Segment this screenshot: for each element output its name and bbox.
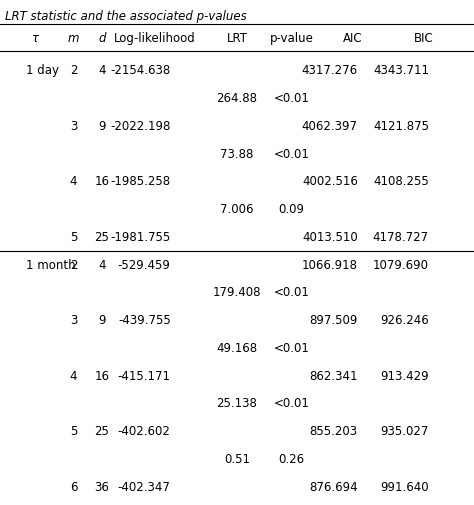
Text: m: m [68,32,79,45]
Text: 6: 6 [70,481,77,493]
Text: 1 day: 1 day [26,65,59,77]
Text: AIC: AIC [343,32,363,45]
Text: -439.755: -439.755 [118,314,171,327]
Text: BIC: BIC [414,32,434,45]
Text: <0.01: <0.01 [273,286,310,299]
Text: 0.26: 0.26 [278,453,305,466]
Text: 36: 36 [94,481,109,493]
Text: 2: 2 [70,259,77,272]
Text: 1 month: 1 month [26,259,76,272]
Text: 4002.516: 4002.516 [302,175,358,188]
Text: -1981.755: -1981.755 [110,231,171,244]
Text: 876.694: 876.694 [309,481,358,493]
Text: τ: τ [32,32,39,45]
Text: 264.88: 264.88 [217,92,257,105]
Text: 4121.875: 4121.875 [373,120,429,133]
Text: 4: 4 [98,65,106,77]
Text: 913.429: 913.429 [380,370,429,383]
Text: -1985.258: -1985.258 [110,175,171,188]
Text: -2022.198: -2022.198 [110,120,171,133]
Text: 4317.276: 4317.276 [302,65,358,77]
Text: 25: 25 [94,231,109,244]
Text: d: d [98,32,106,45]
Text: 16: 16 [94,175,109,188]
Text: 9: 9 [98,314,106,327]
Text: 4: 4 [70,175,77,188]
Text: 991.640: 991.640 [380,481,429,493]
Text: 855.203: 855.203 [310,425,358,438]
Text: <0.01: <0.01 [273,147,310,161]
Text: 3: 3 [70,120,77,133]
Text: 5: 5 [70,425,77,438]
Text: 1079.690: 1079.690 [373,259,429,272]
Text: LRT statistic and the associated p-values: LRT statistic and the associated p-value… [5,10,246,23]
Text: -415.171: -415.171 [118,370,171,383]
Text: 25.138: 25.138 [217,397,257,411]
Text: 9: 9 [98,120,106,133]
Text: <0.01: <0.01 [273,92,310,105]
Text: 935.027: 935.027 [381,425,429,438]
Text: LRT: LRT [227,32,247,45]
Text: 862.341: 862.341 [310,370,358,383]
Text: <0.01: <0.01 [273,342,310,355]
Text: 2: 2 [70,65,77,77]
Text: 16: 16 [94,370,109,383]
Text: 4343.711: 4343.711 [373,65,429,77]
Text: 1066.918: 1066.918 [302,259,358,272]
Text: -402.347: -402.347 [118,481,171,493]
Text: 5: 5 [70,231,77,244]
Text: 25: 25 [94,425,109,438]
Text: 926.246: 926.246 [380,314,429,327]
Text: 7.006: 7.006 [220,203,254,216]
Text: 4062.397: 4062.397 [302,120,358,133]
Text: 0.09: 0.09 [279,203,304,216]
Text: -2154.638: -2154.638 [110,65,171,77]
Text: 4013.510: 4013.510 [302,231,358,244]
Text: 179.408: 179.408 [213,286,261,299]
Text: 49.168: 49.168 [217,342,257,355]
Text: <0.01: <0.01 [273,397,310,411]
Text: p-value: p-value [270,32,313,45]
Text: 4178.727: 4178.727 [373,231,429,244]
Text: 0.51: 0.51 [224,453,250,466]
Text: 3: 3 [70,314,77,327]
Text: 4: 4 [70,370,77,383]
Text: 4: 4 [98,259,106,272]
Text: 73.88: 73.88 [220,147,254,161]
Text: -529.459: -529.459 [118,259,171,272]
Text: -402.602: -402.602 [118,425,171,438]
Text: 897.509: 897.509 [310,314,358,327]
Text: 4108.255: 4108.255 [373,175,429,188]
Text: Log-likelihood: Log-likelihood [114,32,196,45]
